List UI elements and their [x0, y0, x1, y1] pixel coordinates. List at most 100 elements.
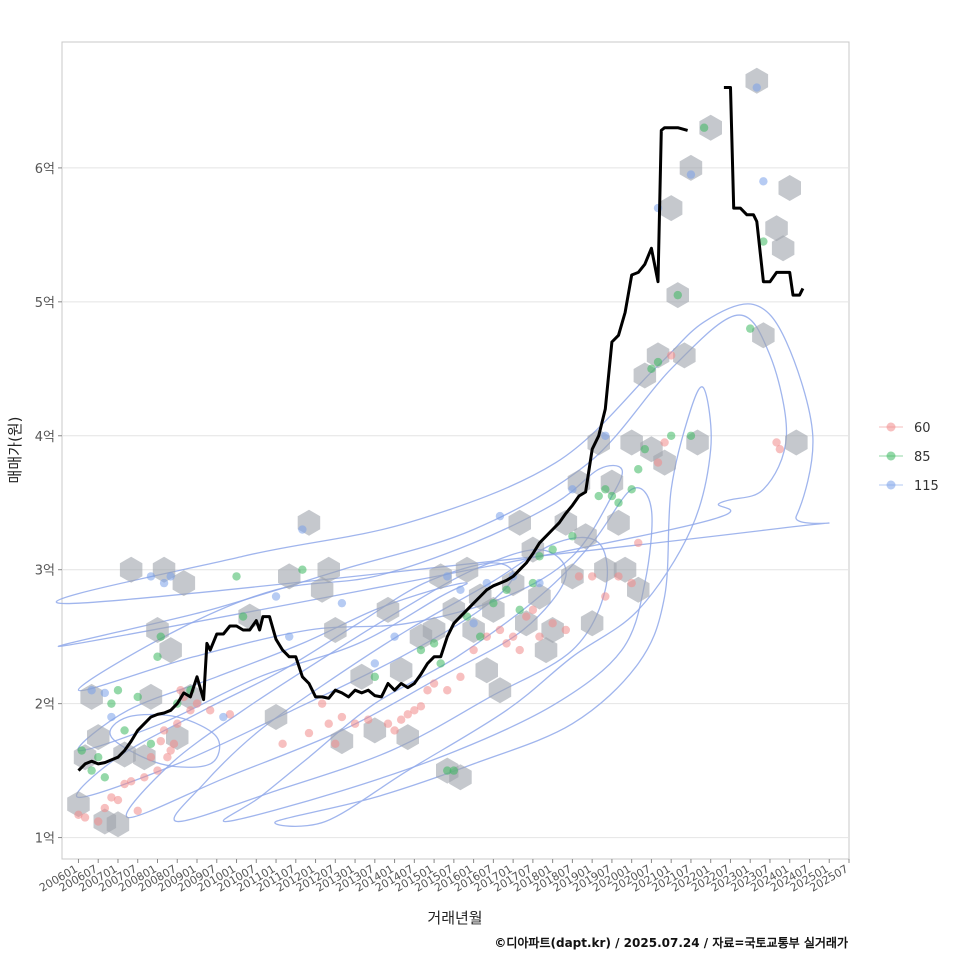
point-115-16: [482, 578, 491, 588]
hexbin-7: [119, 556, 143, 583]
hexbin-63: [653, 449, 676, 476]
hexbin-6: [113, 741, 136, 768]
point-60-21: [192, 699, 202, 708]
point-85-34: [614, 498, 623, 507]
hexbin-62: [646, 342, 670, 369]
hexbin-14: [172, 570, 196, 597]
point-60-56: [614, 572, 623, 581]
legend-label-85: 85: [914, 450, 931, 465]
point-60-54: [587, 572, 597, 581]
contour-9: [55, 303, 830, 605]
hexbin-0: [67, 791, 90, 818]
point-115-0: [87, 686, 96, 695]
hexbin-73: [771, 235, 795, 262]
hexbin-54: [594, 556, 617, 583]
point-60-35: [403, 710, 412, 719]
point-115-4: [159, 578, 169, 588]
point-85-43: [699, 123, 709, 132]
point-85-10: [156, 632, 165, 641]
point-85-40: [666, 431, 676, 440]
point-85-33: [607, 491, 617, 501]
point-115-13: [443, 572, 452, 581]
hexbin-51: [574, 523, 597, 550]
point-85-35: [627, 485, 636, 494]
x-axis-title: 거래년월: [427, 909, 482, 927]
point-60-52: [561, 625, 571, 635]
point-60-44: [495, 625, 505, 635]
point-60-28: [331, 739, 340, 749]
point-60-50: [535, 632, 544, 641]
point-115-8: [285, 632, 294, 641]
point-115-7: [271, 592, 281, 601]
y-axis-ticks: 1억 2억 3억 4억 5억 6억: [35, 162, 62, 847]
contour-6: [109, 713, 221, 768]
point-60-13: [159, 726, 169, 735]
legend-label-115: 115: [914, 479, 939, 494]
hexbin-17: [264, 704, 288, 730]
hexbin-18: [278, 563, 301, 590]
point-60-47: [515, 645, 524, 655]
point-115-12: [390, 632, 399, 641]
point-115-19: [535, 578, 544, 588]
point-115-6: [219, 712, 228, 722]
hexbin-27: [389, 657, 413, 684]
point-85-30: [568, 532, 577, 541]
hexbin-72: [765, 215, 788, 242]
point-85-23: [475, 632, 485, 641]
hexbin-5: [106, 811, 130, 838]
legend-key-dot-115: [886, 480, 896, 490]
y-axis-title: 매매가(원): [6, 417, 24, 484]
point-115-23: [686, 170, 696, 179]
point-60-7: [126, 777, 136, 786]
y-tick-label-3: 4억: [35, 430, 55, 445]
point-60-9: [140, 773, 149, 782]
point-85-7: [133, 692, 142, 702]
point-85-14: [238, 612, 248, 621]
point-85-15: [298, 565, 307, 574]
point-85-28: [535, 552, 544, 561]
point-85-19: [436, 659, 445, 668]
point-85-21: [449, 766, 459, 775]
point-60-32: [383, 719, 393, 728]
point-85-1: [87, 766, 96, 775]
y-tick-label-4: 5억: [35, 296, 55, 311]
point-60-59: [653, 458, 663, 467]
point-85-2: [94, 753, 103, 762]
point-60-2: [94, 817, 103, 826]
point-115-10: [337, 598, 347, 608]
point-60-48: [522, 612, 531, 621]
hexbin-58: [620, 429, 643, 456]
hexbin-64: [659, 195, 683, 222]
point-85-0: [77, 746, 86, 755]
hexbin-26: [376, 596, 400, 623]
hexbin-28: [396, 724, 419, 751]
legend: 60 85 115: [879, 421, 939, 494]
point-115-24: [752, 83, 761, 92]
point-115-3: [146, 572, 156, 581]
hexbin-35: [455, 556, 479, 583]
point-60-29: [337, 712, 347, 722]
median-line-layer: [77, 86, 805, 772]
point-60-8: [133, 806, 142, 815]
point-85-37: [640, 444, 650, 454]
hexbin-39: [482, 596, 505, 623]
y-tick-label-0: 1억: [35, 832, 55, 847]
point-85-5: [113, 686, 123, 695]
point-60-53: [574, 572, 584, 581]
contour-5: [77, 582, 468, 752]
hexbin-24: [350, 663, 373, 690]
point-85-39: [653, 357, 663, 367]
point-60-34: [396, 715, 406, 724]
point-115-11: [370, 659, 380, 668]
point-60-24: [278, 739, 287, 749]
hexbin-3: [87, 724, 110, 751]
hexbin-20: [310, 576, 334, 603]
contour-0: [274, 386, 712, 827]
hexbin-40: [488, 677, 512, 704]
scatter-points: [74, 83, 785, 826]
point-115-17: [495, 511, 505, 521]
point-60-51: [548, 619, 557, 628]
hexbin-48: [554, 509, 578, 536]
hexbin-25: [363, 717, 387, 744]
point-60-46: [508, 632, 518, 641]
